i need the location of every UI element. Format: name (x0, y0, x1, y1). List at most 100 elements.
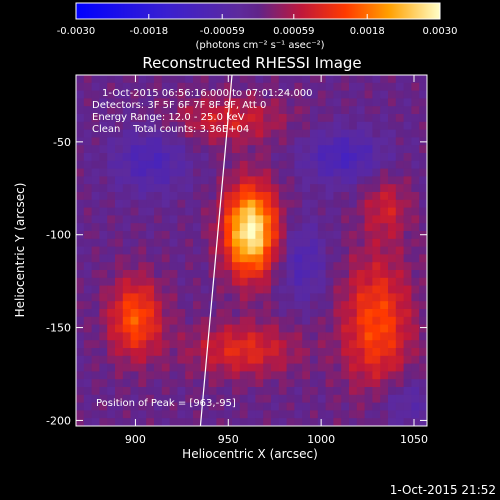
heatmap-cell (403, 223, 412, 232)
heatmap-cell (411, 238, 420, 248)
heatmap-cell (286, 402, 295, 411)
heatmap-cell (372, 75, 381, 84)
heatmap-cell (271, 145, 280, 154)
heatmap-cell (185, 129, 194, 138)
heatmap-cell (247, 285, 256, 294)
heatmap-cell (138, 90, 147, 99)
heatmap-cell (302, 129, 311, 138)
heatmap-cell (107, 75, 116, 84)
heatmap-cell (208, 98, 217, 107)
heatmap-cell (310, 293, 319, 302)
heatmap-cell (130, 371, 139, 380)
heatmap-cell (177, 145, 186, 154)
heatmap-cell (161, 355, 171, 365)
heatmap-cell (278, 114, 288, 123)
heatmap-cell (310, 418, 319, 426)
heatmap-cell (356, 262, 366, 271)
heatmap-cell (411, 98, 420, 107)
heatmap-cell (317, 160, 327, 170)
heatmap-cell (193, 348, 202, 357)
heatmap-cell (138, 98, 147, 107)
heatmap-cell (349, 254, 358, 263)
heatmap-cell (232, 246, 241, 255)
heatmap-cell (154, 153, 163, 162)
heatmap-cell (216, 293, 225, 302)
heatmap-cell (263, 285, 272, 294)
heatmap-cell (216, 231, 225, 240)
heatmap-cell (99, 168, 108, 177)
heatmap-cell (364, 176, 373, 185)
heatmap-cell (130, 332, 139, 341)
heatmap-cell (76, 192, 85, 201)
heatmap-cell (263, 355, 272, 365)
heatmap-cell (333, 394, 342, 404)
heatmap-cell (208, 192, 217, 201)
heatmap-cell (224, 410, 233, 419)
heatmap-cell (239, 355, 249, 365)
heatmap-cell (271, 121, 280, 131)
heatmap-cell (333, 106, 342, 115)
heatmap-cell (271, 387, 280, 396)
heatmap-cell (91, 277, 100, 287)
heatmap-cell (263, 199, 272, 209)
heatmap-cell (91, 418, 100, 426)
heatmap-cell (247, 90, 256, 99)
heatmap-cell (333, 316, 342, 326)
heatmap-cell (200, 176, 210, 185)
heatmap-cell (247, 309, 256, 318)
heatmap-cell (122, 215, 132, 224)
heatmap-cell (247, 106, 256, 115)
heatmap-cell (208, 207, 217, 216)
heatmap-cell (356, 387, 366, 396)
heatmap-cell (372, 270, 381, 279)
heatmap-cell (317, 332, 327, 341)
heatmap-cell (388, 82, 397, 92)
heatmap-cell (138, 192, 147, 201)
heatmap-cell (224, 348, 233, 357)
heatmap-cell (83, 371, 93, 380)
heatmap-cell (99, 301, 108, 310)
heatmap-cell (138, 277, 147, 287)
heatmap-cell (161, 114, 171, 123)
heatmap-cell (161, 238, 171, 248)
heatmap-cell (177, 246, 186, 255)
heatmap-cell (341, 418, 350, 426)
heatmap-cell (232, 348, 241, 357)
heatmap-cell (255, 168, 264, 177)
heatmap-cell (169, 114, 178, 123)
heatmap-cell (200, 363, 210, 372)
heatmap-cell (388, 231, 397, 240)
heatmap-cell (380, 82, 389, 92)
heatmap-cell (395, 309, 405, 318)
heatmap-cell (107, 199, 116, 209)
heatmap-cell (239, 137, 249, 146)
heatmap-cell (255, 418, 264, 426)
heatmap-cell (255, 324, 264, 333)
heatmap-cell (115, 355, 124, 365)
heatmap-cell (115, 379, 124, 388)
heatmap-cell (122, 363, 132, 372)
heatmap-cell (91, 129, 100, 138)
heatmap-cell (286, 238, 295, 248)
heatmap-cell (224, 231, 233, 240)
heatmap-cell (107, 348, 116, 357)
heatmap-cell (263, 168, 272, 177)
heatmap-cell (286, 207, 295, 216)
heatmap-cell (239, 402, 249, 411)
heatmap-cell (185, 262, 194, 271)
heatmap-cell (278, 207, 288, 216)
heatmap-cell (146, 402, 155, 411)
heatmap-cell (278, 293, 288, 302)
heatmap-cell (193, 90, 202, 99)
heatmap-cell (388, 98, 397, 107)
heatmap-cell (154, 394, 163, 404)
heatmap-cell (232, 394, 241, 404)
heatmap-cell (161, 348, 171, 357)
heatmap-cell (395, 418, 405, 426)
heatmap-cell (411, 371, 420, 380)
heatmap-cell (380, 98, 389, 107)
heatmap-cell (239, 254, 249, 263)
heatmap-cell (356, 207, 366, 216)
heatmap-cell (193, 199, 202, 209)
heatmap-cell (107, 410, 116, 419)
